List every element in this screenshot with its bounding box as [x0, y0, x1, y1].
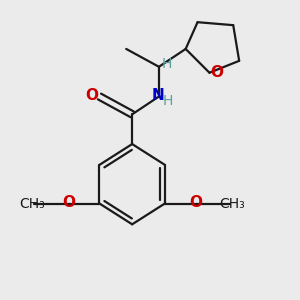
Text: O: O [85, 88, 98, 103]
Text: O: O [62, 194, 75, 209]
Text: CH₃: CH₃ [20, 196, 46, 211]
Text: CH₃: CH₃ [219, 196, 244, 211]
Text: O: O [210, 64, 224, 80]
Text: O: O [190, 194, 202, 209]
Text: H: H [163, 94, 173, 108]
Text: H: H [161, 57, 172, 71]
Text: N: N [152, 88, 165, 103]
